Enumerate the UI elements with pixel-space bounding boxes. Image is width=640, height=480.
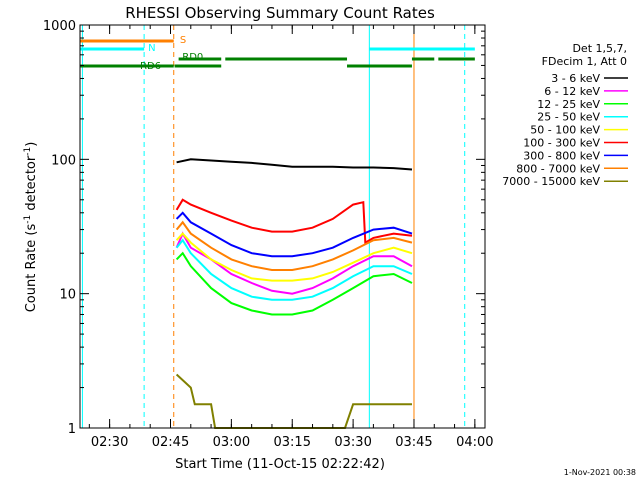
footer-date: 1-Nov-2021 00:38 [564, 468, 636, 477]
series-line-4 [175, 232, 413, 282]
legend-label: 3 - 6 keV [551, 72, 600, 85]
legend-label: 100 - 300 keV [523, 137, 600, 150]
x-tick-label: 02:30 [91, 435, 128, 450]
legend-label: 50 - 100 keV [530, 124, 600, 137]
flag-label-n: N [148, 43, 155, 54]
series-line-6 [175, 211, 413, 258]
series-line-7 [175, 220, 413, 271]
legend-label: 12 - 25 keV [537, 98, 600, 111]
y-tick-label: 1000 [43, 19, 76, 34]
y-tick-label: 10 [59, 288, 76, 303]
y-tick-label: 1 [68, 422, 76, 437]
legend-label: 800 - 7000 keV [516, 162, 600, 175]
x-tick-label: 04:00 [456, 435, 493, 450]
flag-label-rd6: RD6 [140, 61, 161, 72]
series-line-5 [175, 198, 413, 245]
chart-title: RHESSI Observing Summary Count Rates [125, 4, 435, 22]
flag-label-s: S [180, 35, 186, 46]
y-label-end: ) [24, 142, 39, 147]
plot-frame [79, 24, 486, 429]
y-label-mid: detector [24, 155, 39, 215]
series-line-1 [175, 231, 413, 295]
x-tick-label: 03:45 [395, 435, 432, 450]
x-tick-label: 03:30 [334, 435, 371, 450]
x-tick-label: 03:00 [213, 435, 250, 450]
y-axis-label: Count Rate (s-1 detector-1) [23, 142, 39, 313]
axes: 1 10 100 1000 02:30 02:45 03:00 03:15 03:30 03:45… [43, 19, 494, 450]
legend-header-1: Det 1,5,7, [572, 42, 627, 55]
y-label-main: Count Rate (s [24, 224, 39, 313]
legend-label: 25 - 50 keV [537, 111, 600, 124]
series-line-3 [175, 238, 413, 301]
x-axis-label: Start Time (11-Oct-15 02:22:42) [175, 457, 385, 472]
legend-label: 6 - 12 keV [544, 85, 600, 98]
legend-label: 300 - 800 keV [523, 149, 600, 162]
series-line-2 [175, 251, 413, 316]
flag-label-rd0: RD0 [182, 52, 203, 63]
y-tick-label: 100 [51, 153, 76, 168]
x-tick-label: 02:45 [152, 435, 189, 450]
legend-header-2: FDecim 1, Att 0 [542, 55, 627, 68]
plot-area: S N RD0 RD6 [80, 25, 475, 429]
y-label-sup-1: -1 [23, 215, 33, 224]
series-line-0 [176, 158, 413, 171]
y-label-sup-2: -1 [23, 147, 33, 156]
x-tick-label: 03:15 [274, 435, 311, 450]
legend-label: 7000 - 15000 keV [502, 175, 600, 188]
